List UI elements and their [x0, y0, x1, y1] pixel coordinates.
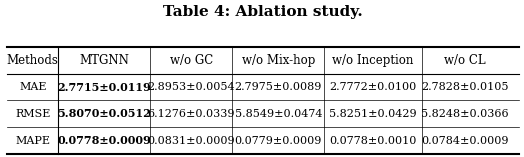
Text: 0.0778±0.0009: 0.0778±0.0009 — [58, 135, 151, 146]
Text: 0.0779±0.0009: 0.0779±0.0009 — [235, 135, 322, 146]
Text: 2.7715±0.0119: 2.7715±0.0119 — [58, 82, 151, 93]
Text: 2.7772±0.0100: 2.7772±0.0100 — [330, 82, 417, 92]
Text: 5.8251±0.0429: 5.8251±0.0429 — [329, 109, 417, 119]
Text: Methods: Methods — [7, 54, 59, 67]
Text: 5.8070±0.0512: 5.8070±0.0512 — [58, 108, 151, 119]
Text: 0.0778±0.0010: 0.0778±0.0010 — [329, 135, 417, 146]
Text: w/o CL: w/o CL — [444, 54, 486, 67]
Text: 6.1276±0.0339: 6.1276±0.0339 — [148, 109, 235, 119]
Text: 0.0831±0.0009: 0.0831±0.0009 — [148, 135, 235, 146]
Text: 0.0784±0.0009: 0.0784±0.0009 — [421, 135, 509, 146]
Text: MAE: MAE — [19, 82, 47, 92]
Text: 5.8549±0.0474: 5.8549±0.0474 — [235, 109, 322, 119]
Text: w/o Mix-hop: w/o Mix-hop — [242, 54, 315, 67]
Text: MAPE: MAPE — [15, 135, 50, 146]
Text: 2.7975±0.0089: 2.7975±0.0089 — [235, 82, 322, 92]
Text: MTGNN: MTGNN — [80, 54, 129, 67]
Text: w/o GC: w/o GC — [170, 54, 213, 67]
Text: Table 4: Ablation study.: Table 4: Ablation study. — [163, 5, 363, 19]
Text: w/o Inception: w/o Inception — [332, 54, 413, 67]
Text: RMSE: RMSE — [15, 109, 50, 119]
Text: 2.8953±0.0054: 2.8953±0.0054 — [148, 82, 235, 92]
Text: 5.8248±0.0366: 5.8248±0.0366 — [421, 109, 509, 119]
Text: 2.7828±0.0105: 2.7828±0.0105 — [421, 82, 509, 92]
